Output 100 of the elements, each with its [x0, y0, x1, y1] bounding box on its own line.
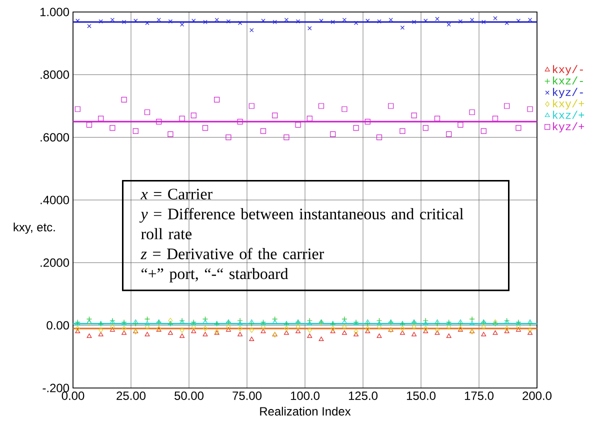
point — [318, 336, 324, 341]
point — [423, 326, 428, 332]
point — [98, 332, 104, 336]
point — [202, 125, 208, 131]
point — [330, 20, 335, 24]
y-tick-label: .6000 — [40, 133, 70, 142]
annotation: “+” port, “-“ starboard — [142, 268, 288, 282]
point — [75, 326, 80, 332]
point — [133, 319, 138, 324]
point — [202, 332, 208, 336]
point — [342, 324, 347, 330]
point — [86, 316, 92, 322]
point — [400, 330, 405, 335]
point — [423, 328, 428, 334]
x-tick-label: 75.00 — [232, 392, 262, 400]
point — [214, 18, 219, 22]
point — [306, 318, 312, 324]
point — [296, 328, 301, 334]
point — [354, 328, 358, 334]
point — [342, 316, 348, 322]
point — [284, 18, 289, 22]
y-tick-label: 1.000 — [40, 8, 70, 16]
point — [458, 319, 463, 324]
point — [424, 18, 428, 23]
point — [180, 22, 184, 27]
legend-label: kxy/+ — [553, 99, 584, 110]
point — [110, 125, 116, 131]
y-tick-label: .2000 — [40, 258, 70, 267]
point — [377, 324, 382, 330]
point — [434, 319, 440, 324]
point — [179, 116, 185, 122]
point — [132, 128, 138, 134]
point — [168, 330, 173, 335]
point — [261, 18, 266, 23]
point — [470, 320, 475, 326]
annotation: x = Carrier — [140, 188, 212, 200]
point — [295, 122, 301, 128]
point — [180, 334, 185, 338]
point — [493, 16, 498, 20]
point — [354, 332, 359, 336]
point — [306, 116, 312, 122]
point — [528, 18, 532, 22]
point — [284, 134, 290, 140]
point — [272, 20, 277, 24]
point — [226, 19, 231, 24]
point — [482, 20, 486, 24]
point — [121, 96, 127, 103]
x-tick-label: 150.0 — [406, 392, 436, 400]
point — [528, 319, 533, 324]
point — [342, 18, 347, 22]
legend-label: kxz/- — [553, 76, 583, 85]
point — [249, 327, 254, 333]
point — [516, 125, 522, 131]
point — [364, 118, 370, 124]
point — [191, 324, 196, 330]
point — [528, 327, 532, 333]
point — [365, 328, 370, 334]
point — [237, 118, 243, 124]
point — [516, 327, 521, 332]
point — [469, 316, 475, 322]
point — [261, 324, 266, 330]
point — [365, 326, 370, 332]
point — [272, 316, 278, 322]
point — [377, 19, 382, 24]
point — [237, 318, 243, 324]
point — [238, 20, 242, 26]
x-tick-label: 100.0 — [290, 392, 320, 400]
point — [319, 18, 324, 23]
legend-label: kxy/- — [553, 65, 583, 76]
point — [86, 122, 92, 128]
point — [307, 327, 312, 333]
point — [98, 116, 104, 122]
point — [226, 327, 231, 332]
point — [144, 332, 150, 336]
point — [446, 324, 452, 330]
point — [75, 328, 80, 334]
point — [504, 103, 510, 109]
point — [238, 326, 242, 332]
point — [412, 324, 416, 330]
point — [214, 96, 220, 103]
point — [365, 319, 370, 324]
point — [168, 19, 173, 24]
point — [226, 134, 232, 140]
point — [203, 326, 208, 332]
point — [446, 22, 451, 27]
point — [400, 128, 406, 134]
point — [260, 128, 266, 134]
point — [330, 328, 336, 334]
point — [376, 134, 382, 140]
point — [492, 330, 498, 335]
y-tick-label: 0.00 — [46, 321, 70, 330]
point — [156, 118, 162, 124]
point — [412, 332, 417, 336]
point — [354, 20, 358, 26]
point — [481, 324, 486, 330]
point — [423, 320, 428, 326]
point — [134, 18, 138, 23]
point — [122, 330, 127, 335]
point — [238, 332, 243, 336]
point — [342, 330, 347, 335]
